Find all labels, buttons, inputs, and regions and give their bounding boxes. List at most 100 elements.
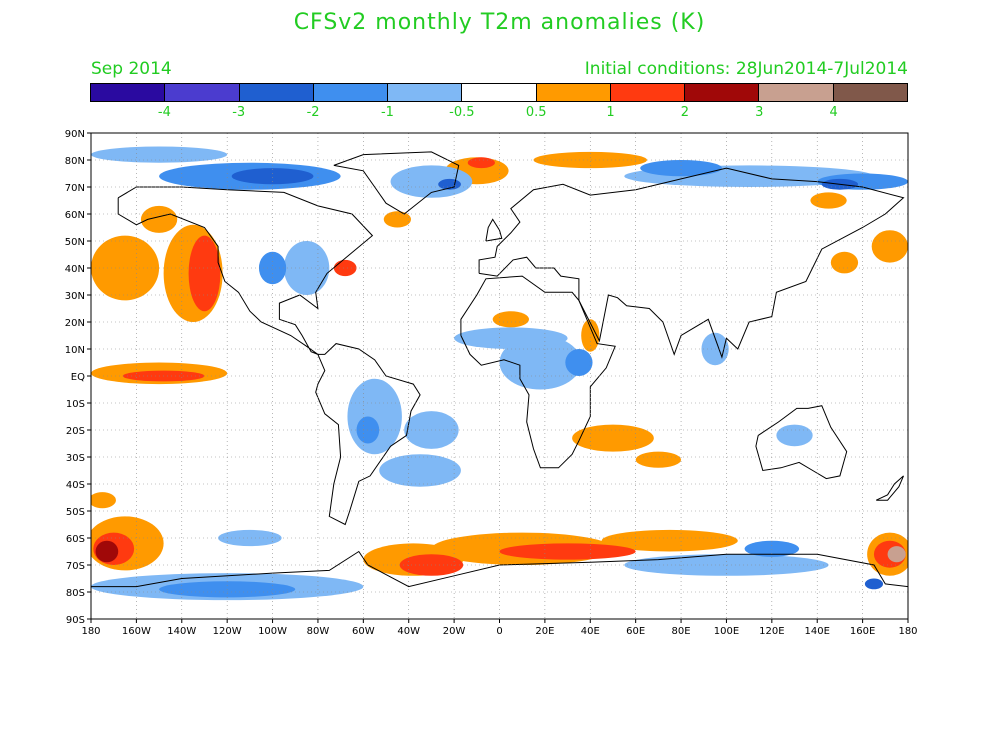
anomaly-region <box>333 259 357 277</box>
latitude-label: 30S <box>66 453 85 464</box>
longitude-label: 120E <box>759 626 784 637</box>
anomaly-region <box>744 540 800 557</box>
colorbar-tick-label: 2 <box>680 105 690 120</box>
longitude-label: 80W <box>307 626 330 637</box>
coastline <box>333 151 460 215</box>
latitude-label: 80N <box>65 156 85 167</box>
longitude-label: 180 <box>81 626 100 637</box>
latitude-label: 70S <box>66 561 85 572</box>
anomaly-layer <box>91 146 908 601</box>
colorbar-tick-label: -0.5 <box>449 105 475 120</box>
longitude-label: 180 <box>898 626 917 637</box>
anomaly-region <box>601 529 738 552</box>
map-title: CFSv2 monthly T2m anomalies (K) <box>293 10 706 35</box>
coastline <box>91 550 908 588</box>
longitude-label: 40E <box>581 626 600 637</box>
latitude-label: 60S <box>66 534 85 545</box>
colorbar-tick-label: 1 <box>606 105 615 120</box>
anomaly-region <box>776 424 813 447</box>
anomaly-region <box>810 192 847 209</box>
anomaly-region <box>91 146 228 163</box>
anomaly-region <box>871 230 908 263</box>
colorbar-tick-label: -2 <box>306 105 320 120</box>
anomaly-region <box>581 319 600 352</box>
colorbar-swatch <box>759 84 834 101</box>
colorbar <box>90 83 908 102</box>
anomaly-region <box>383 211 411 228</box>
colorbar-swatch <box>313 84 389 101</box>
longitude-label: 160W <box>122 626 151 637</box>
latitude-label: 70N <box>65 183 85 194</box>
latitude-label: 10S <box>66 399 85 410</box>
longitude-label: 0 <box>496 626 502 637</box>
anomaly-region <box>390 165 473 198</box>
latitude-label: 30N <box>65 291 85 302</box>
colorbar-swatch <box>91 84 166 101</box>
coastline <box>315 343 421 526</box>
anomaly-region <box>95 540 119 563</box>
anomaly-region <box>188 235 221 312</box>
coastline <box>755 405 848 480</box>
initial-conditions-label: Initial conditions: 28Jun2014-7Jul2014 <box>584 59 908 79</box>
longitude-label: 160E <box>850 626 875 637</box>
anomaly-region <box>140 205 178 233</box>
colorbar-tick-label: 4 <box>829 105 838 120</box>
latitude-label: 50S <box>66 507 85 518</box>
coastline <box>478 167 905 359</box>
anomaly-region <box>231 168 314 185</box>
anomaly-region <box>91 492 116 509</box>
latitude-label: 50N <box>65 237 85 248</box>
anomaly-region <box>379 454 461 487</box>
anomaly-region <box>572 424 654 452</box>
colorbar-tick-label: -4 <box>157 105 171 120</box>
colorbar-swatch <box>165 84 240 101</box>
latitude-label: 10N <box>65 345 85 356</box>
colorbar-swatch <box>462 84 537 101</box>
longitude-label: 20W <box>443 626 466 637</box>
colorbar-tick-label: 0.5 <box>525 105 547 120</box>
anomaly-region <box>218 529 282 547</box>
latitude-label: 60N <box>65 210 85 221</box>
longitude-label: 140W <box>167 626 196 637</box>
colorbar-swatch <box>536 84 611 101</box>
colorbar-swatch <box>685 84 760 101</box>
anomaly-region <box>830 251 859 274</box>
coastline <box>117 186 374 355</box>
anomaly-region <box>347 378 402 455</box>
latitude-label: 20N <box>65 318 85 329</box>
longitude-label: 140E <box>805 626 830 637</box>
coastline <box>875 475 904 501</box>
latitude-label: 40N <box>65 264 85 275</box>
latitude-label: 40S <box>66 480 85 491</box>
anomaly-region <box>533 151 648 169</box>
anomaly-region <box>454 327 568 350</box>
colorbar-tick-label: 3 <box>755 105 764 120</box>
longitude-label: 60E <box>626 626 645 637</box>
anomaly-region <box>887 546 906 563</box>
longitude-label: 60W <box>352 626 375 637</box>
longitude-label: 100W <box>258 626 287 637</box>
anomaly-region <box>492 311 530 328</box>
latitude-label: 90N <box>65 129 85 140</box>
anomaly-region <box>864 578 884 590</box>
anomaly-region <box>258 251 287 285</box>
colorbar-swatch <box>833 84 907 101</box>
anomaly-region <box>640 160 722 177</box>
anomaly-region <box>635 451 682 468</box>
latitude-label: 20S <box>66 426 85 437</box>
anomaly-region <box>565 349 593 376</box>
forecast-month-label: Sep 2014 <box>91 59 172 79</box>
coastline <box>460 275 616 469</box>
anomaly-region <box>499 543 636 560</box>
longitude-label: 80E <box>672 626 691 637</box>
anomaly-region <box>91 235 160 301</box>
longitude-label: 20E <box>535 626 554 637</box>
colorbar-swatch <box>239 84 314 101</box>
longitude-label: 100E <box>714 626 739 637</box>
anomaly-region <box>283 241 330 295</box>
colorbar-tick-label: -3 <box>232 105 246 120</box>
longitude-label: 120W <box>213 626 242 637</box>
anomaly-region <box>467 157 495 169</box>
latitude-label: 80S <box>66 588 85 599</box>
